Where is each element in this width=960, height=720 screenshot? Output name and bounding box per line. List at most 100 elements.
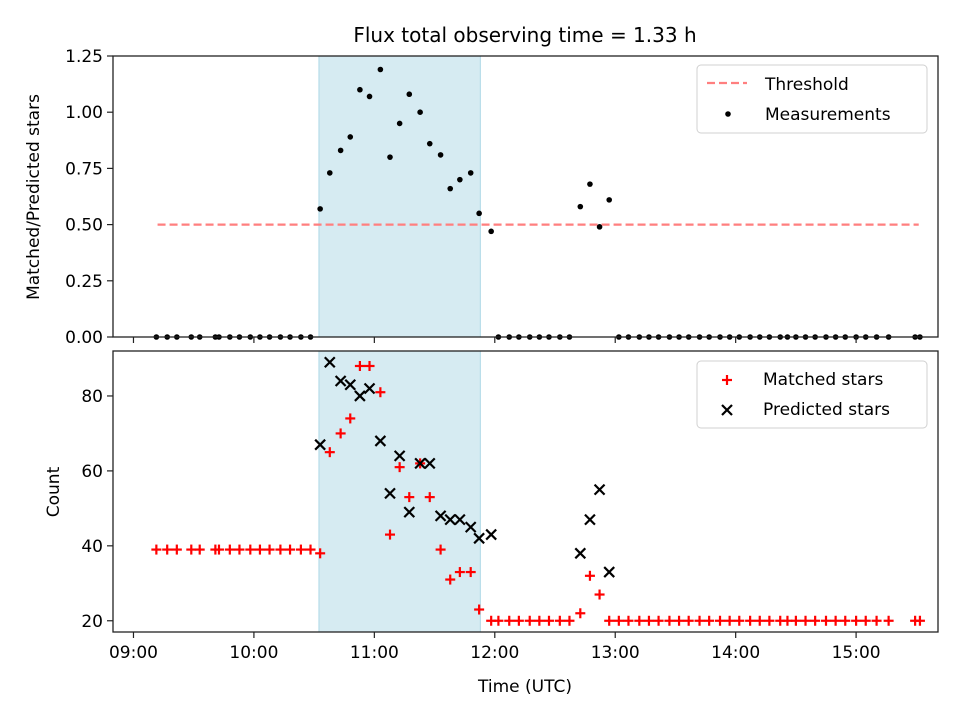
ratio-y-tick-label: 1.00 <box>65 103 103 123</box>
matched-star-point <box>604 615 615 626</box>
count-y-tick-label: 80 <box>81 387 103 407</box>
matched-star-point <box>830 615 841 626</box>
matched-star-point <box>534 615 545 626</box>
matched-star-point <box>335 428 346 439</box>
matched-star-point <box>724 615 735 626</box>
matched-star-point <box>234 544 245 555</box>
count-legend: Matched stars Predicted stars <box>696 360 928 429</box>
matched-star-point <box>504 615 515 626</box>
predicted-star-point <box>603 566 615 578</box>
predicted-star-point <box>574 547 587 560</box>
matched-star-point <box>245 544 256 555</box>
measurement-point <box>317 206 323 212</box>
matched-star-point <box>493 615 504 626</box>
measurement-point <box>396 120 403 127</box>
count-x-tick-label: 13:00 <box>591 643 640 663</box>
matched-star-point <box>285 544 296 555</box>
matched-star-point <box>264 544 275 555</box>
matched-star-point <box>653 615 664 626</box>
matched-star-point <box>683 615 694 626</box>
ratio-y-tick-label: 1.25 <box>65 47 103 67</box>
matched-star-point <box>613 615 624 626</box>
count-x-tick-label: 11:00 <box>350 643 399 663</box>
matched-star-point <box>186 544 197 555</box>
ratio-y-axis-label: Matched/Predicted stars <box>24 94 44 300</box>
matched-star-point <box>345 413 356 424</box>
matched-star-point <box>694 615 705 626</box>
matched-star-point <box>623 615 634 626</box>
matched-star-point <box>554 615 565 626</box>
matched-star-point <box>151 544 162 555</box>
measurement-point <box>447 185 454 192</box>
predicted-star-point <box>334 375 347 387</box>
measurement-point <box>387 154 393 160</box>
measurement-point <box>587 181 593 187</box>
ratio-y-tick-label: 0.25 <box>65 272 103 292</box>
measurement-point <box>417 109 423 115</box>
matched-star-point <box>364 360 375 371</box>
measurement-point <box>437 152 444 158</box>
predicted-star-point <box>464 521 477 533</box>
count-axes: 20 40 60 80 09:00 10:00 11:00 12:00 13:00 14:00 1… <box>44 350 939 697</box>
matched-star-point <box>800 615 811 626</box>
ratio-y-tick-label: 0.00 <box>65 328 103 348</box>
count-x-tick-label: 15:00 <box>832 643 881 663</box>
observing-window-shade <box>318 350 481 633</box>
ratio-y-tick-label: 0.50 <box>65 216 103 236</box>
matched-star-point <box>851 615 862 626</box>
ratio-axes-frame <box>112 55 939 338</box>
measurement-point <box>596 224 603 230</box>
predicted-star-point <box>363 382 376 395</box>
predicted-star-point <box>485 528 497 541</box>
measurement-point <box>347 134 354 140</box>
predicted-star-point <box>423 457 436 470</box>
ratio-legend: Threshold Measurements <box>696 64 928 134</box>
matched-star-point <box>315 548 326 559</box>
measurement-point <box>366 93 373 100</box>
ratio-y-tick-label: 0.75 <box>65 159 103 179</box>
matched-star-point <box>354 360 365 371</box>
matched-star-point <box>575 608 586 619</box>
matched-star-point <box>295 544 306 555</box>
measurement-point <box>337 147 344 154</box>
matched-star-point <box>474 604 485 615</box>
matched-star-point <box>810 615 821 626</box>
legend-predicted-label: Predicted stars <box>763 400 890 420</box>
matched-star-point <box>754 615 765 626</box>
matched-star-point <box>634 615 645 626</box>
matched-star-point <box>664 615 675 626</box>
predicted-star-point <box>314 438 326 451</box>
matched-star-point <box>454 567 465 578</box>
measurement-point <box>326 170 333 176</box>
matched-star-point <box>324 447 335 458</box>
matched-star-point <box>543 615 554 626</box>
predicted-star-point <box>414 457 426 470</box>
matched-star-point <box>305 544 316 555</box>
measurement-point <box>426 140 433 147</box>
measurement-point <box>467 170 474 176</box>
matched-star-point <box>764 615 775 626</box>
matched-star-point <box>883 615 894 626</box>
count-x-tick-label: 10:00 <box>229 643 278 663</box>
predicted-star-point <box>444 513 457 526</box>
count-y-tick-label: 60 <box>81 462 103 482</box>
matched-star-point <box>790 615 801 626</box>
predicted-star-point <box>593 483 606 496</box>
matched-star-point <box>860 615 871 626</box>
predicted-star-point <box>454 513 466 526</box>
matched-star-point <box>643 615 654 626</box>
matched-star-point <box>224 544 235 555</box>
matched-star-point <box>194 544 205 555</box>
matched-star-point <box>715 615 726 626</box>
count-y-axis-label: Count <box>44 466 64 517</box>
matched-star-point <box>820 615 831 626</box>
matched-star-point <box>745 615 756 626</box>
legend-measurements-swatch <box>725 111 731 117</box>
observing-window-shade <box>318 55 481 338</box>
measurement-point <box>577 203 584 210</box>
matched-star-point <box>404 492 415 503</box>
legend-predicted-swatch <box>721 404 733 416</box>
matched-star-point <box>375 387 386 398</box>
legend-threshold-label: Threshold <box>764 75 849 95</box>
